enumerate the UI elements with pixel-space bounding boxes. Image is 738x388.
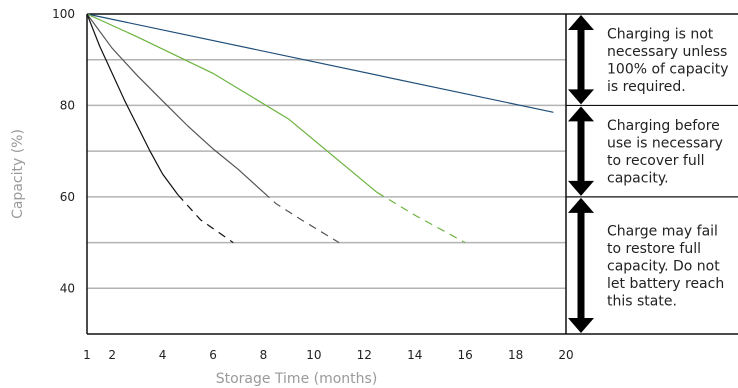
y-tick-label: 80 [60, 98, 75, 112]
band-annotation-line: Charge may fail [607, 223, 718, 239]
series-dashed-line-4 [177, 194, 234, 244]
x-tick-label: 4 [159, 348, 167, 362]
x-tick-label: 20 [558, 348, 573, 362]
band-annotation-line: capacity. [607, 170, 669, 186]
series-dashed-line-2 [376, 191, 466, 244]
y-tick-label: 60 [60, 190, 75, 204]
band-annotation-line: necessary unless [607, 44, 727, 60]
band-annotation-line: use is necessary [607, 135, 723, 151]
arrow-up-head [568, 106, 594, 122]
x-tick-label: 10 [306, 348, 321, 362]
arrow-down-head [568, 318, 594, 333]
series-line-2 [86, 13, 378, 193]
x-tick-label: 18 [508, 348, 523, 362]
x-tick-label: 16 [458, 348, 473, 362]
x-tick-label: 2 [108, 348, 116, 362]
y-tick-label: 40 [60, 281, 75, 295]
band-annotation-line: 100% of capacity [607, 61, 729, 77]
y-tick-label: 100 [52, 7, 75, 21]
x-tick-label: 12 [357, 348, 372, 362]
x-tick-label: 14 [407, 348, 422, 362]
arrow-up-head [568, 15, 594, 30]
arrow-down-head [568, 180, 594, 196]
band-annotation-line: to recover full [607, 153, 705, 169]
series-line-3 [86, 13, 264, 193]
x-tick-label: 8 [260, 348, 268, 362]
band-annotation-line: Charging before [607, 118, 720, 134]
band-annotation-line: is required. [607, 79, 686, 95]
band-annotation-line: Charging is not [607, 26, 714, 42]
arrow-down-head [568, 89, 594, 105]
x-tick-label: 1 [83, 348, 91, 362]
series-line-4 [86, 13, 179, 195]
band-annotation-line: this state. [607, 293, 677, 309]
series-line-1 [86, 13, 554, 113]
band-annotation-line: let battery reach [607, 276, 724, 292]
y-axis-title: Capacity (%) [10, 129, 26, 219]
series-dashed-line-3 [263, 191, 340, 244]
band-annotation-line: capacity. Do not [607, 258, 720, 274]
x-axis-title: Storage Time (months) [216, 371, 378, 387]
x-tick-label: 6 [209, 348, 217, 362]
band-annotation-line: to restore full [607, 241, 701, 257]
arrow-up-head [568, 197, 594, 213]
